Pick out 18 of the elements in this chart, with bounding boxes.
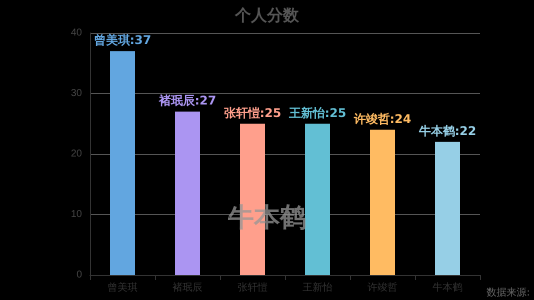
y-tick-label: 20 [70,148,82,160]
data-label: 牛本鹤:22 [418,124,476,138]
data-label: 张轩愷:25 [224,106,282,120]
bar [370,130,395,275]
data-label: 王新怡:25 [288,106,346,120]
bar [435,142,460,275]
data-label: 褚珉辰:27 [158,94,216,108]
bar [175,112,200,275]
y-tick-label: 10 [70,209,82,220]
y-tick-label: 30 [70,88,82,99]
source-note: 数据来源: [486,286,530,298]
y-tick-label: 40 [70,28,82,38]
bar [110,51,135,275]
data-label: 许竣哲:24 [352,112,412,126]
data-label: 曾美琪:37 [94,33,152,48]
bar [305,124,330,275]
y-tick-label: 0 [76,270,82,280]
chart-title: 个人分数 [234,6,300,24]
